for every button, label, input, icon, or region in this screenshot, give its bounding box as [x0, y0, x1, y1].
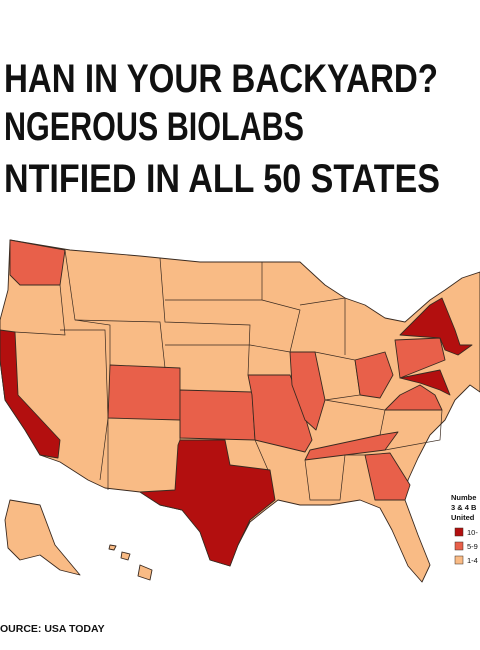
state-border	[324, 399, 386, 436]
state	[0, 329, 61, 459]
state-border	[60, 329, 109, 481]
state	[9, 239, 66, 286]
legend-title: United	[451, 513, 475, 522]
legend-swatch	[454, 541, 464, 551]
us-map	[0, 239, 480, 583]
title-line: NGEROUS BIOLABS	[4, 105, 304, 149]
hawaii	[120, 551, 131, 561]
legend-label: 1-4	[467, 556, 478, 565]
state	[394, 337, 446, 379]
state-border	[314, 351, 361, 401]
legend-label: 10-	[467, 528, 478, 537]
state-border	[304, 454, 365, 501]
state-border	[64, 249, 111, 365]
legend-title: 3 & 4 B	[451, 503, 477, 512]
hawaii	[108, 544, 117, 551]
state	[399, 297, 473, 356]
state	[139, 439, 276, 567]
state-border	[261, 299, 301, 353]
legend-label: 5-9	[467, 542, 478, 551]
legend-swatch	[454, 527, 464, 537]
state-border	[254, 439, 269, 471]
source: OURCE: USA TODAY	[0, 623, 105, 635]
state	[399, 369, 451, 396]
title-line: NTIFIED IN ALL 50 STATES	[4, 157, 440, 201]
state-border	[384, 409, 443, 451]
state-border	[74, 319, 166, 369]
state-border	[14, 284, 66, 336]
state-border	[159, 257, 251, 376]
state	[384, 384, 443, 411]
state	[364, 452, 411, 501]
state	[304, 431, 399, 461]
state-border	[299, 297, 346, 355]
legend-swatch	[454, 555, 464, 565]
legend-title: Numbe	[451, 493, 476, 502]
state-border	[165, 344, 291, 353]
alaska	[4, 499, 81, 576]
state	[179, 389, 256, 441]
state	[107, 364, 181, 421]
hawaii	[137, 564, 153, 581]
title-line: HAN IN YOUR BACKYARD?	[4, 57, 438, 101]
legend: Numbe 3 & 4 B United 10- 5-9 1-4	[451, 493, 478, 565]
